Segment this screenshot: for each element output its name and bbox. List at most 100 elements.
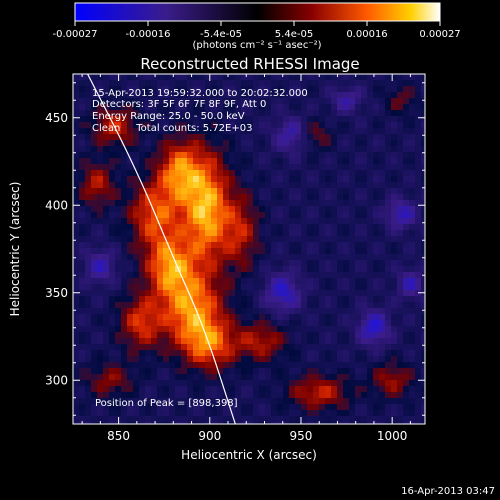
heatmap-cell xyxy=(163,272,170,279)
heatmap-cell xyxy=(409,344,416,351)
heatmap-cell xyxy=(283,248,290,255)
heatmap-cell xyxy=(247,224,254,231)
heatmap-cell xyxy=(115,236,122,243)
heatmap-cell xyxy=(289,176,296,183)
heatmap-cell xyxy=(307,122,314,129)
heatmap-cell xyxy=(253,278,260,285)
heatmap-cell xyxy=(391,188,398,195)
heatmap-cell xyxy=(385,170,392,177)
heatmap-cell xyxy=(133,104,140,111)
heatmap-cell xyxy=(301,416,308,423)
heatmap-cell xyxy=(301,74,308,81)
heatmap-cell xyxy=(223,206,230,213)
heatmap-cell xyxy=(277,236,284,243)
heatmap-cell xyxy=(223,266,230,273)
heatmap-cell xyxy=(361,230,368,237)
heatmap-cell xyxy=(151,302,158,309)
heatmap-cell xyxy=(175,410,182,417)
heatmap-cell xyxy=(127,206,134,213)
heatmap-cell xyxy=(133,212,140,219)
heatmap-cell xyxy=(151,386,158,393)
heatmap-cell xyxy=(325,284,332,291)
heatmap-cell xyxy=(217,356,224,363)
heatmap-cell xyxy=(241,86,248,93)
heatmap-cell xyxy=(91,116,98,123)
heatmap-cell xyxy=(205,218,212,225)
heatmap-cell xyxy=(415,380,422,387)
heatmap-cell xyxy=(79,386,86,393)
heatmap-cell xyxy=(151,92,158,99)
heatmap-cell xyxy=(205,404,212,411)
heatmap-cell xyxy=(271,110,278,117)
heatmap-cell xyxy=(103,416,110,423)
heatmap-cell xyxy=(265,188,272,195)
heatmap-cell xyxy=(211,254,218,261)
heatmap-cell xyxy=(181,404,188,411)
heatmap-cell xyxy=(127,200,134,207)
heatmap-cell xyxy=(211,386,218,393)
heatmap-cell xyxy=(277,404,284,411)
heatmap-cell xyxy=(259,140,266,147)
peak-position-label: Position of Peak = [898,398] xyxy=(95,398,238,409)
heatmap-cell xyxy=(265,104,272,111)
heatmap-cell xyxy=(103,326,110,333)
heatmap-cell xyxy=(403,284,410,291)
heatmap-cell xyxy=(253,314,260,321)
heatmap-cell xyxy=(103,182,110,189)
heatmap-cell xyxy=(337,272,344,279)
heatmap-cell xyxy=(127,122,134,129)
heatmap-cell xyxy=(85,338,92,345)
heatmap-cell xyxy=(193,362,200,369)
heatmap-cell xyxy=(175,176,182,183)
heatmap-cell xyxy=(355,230,362,237)
heatmap-cell xyxy=(331,272,338,279)
heatmap-cell xyxy=(211,134,218,141)
heatmap-cell xyxy=(199,284,206,291)
heatmap-cell xyxy=(181,356,188,363)
heatmap-cell xyxy=(85,182,92,189)
heatmap-cell xyxy=(211,182,218,189)
heatmap-cell xyxy=(241,92,248,99)
heatmap-cell xyxy=(271,320,278,327)
heatmap-cell xyxy=(337,260,344,267)
heatmap-cell xyxy=(115,86,122,93)
heatmap-cell xyxy=(301,170,308,177)
heatmap-cell xyxy=(349,104,356,111)
heatmap-cell xyxy=(139,350,146,357)
heatmap-cell xyxy=(193,140,200,147)
heatmap-cell xyxy=(355,122,362,129)
heatmap-cell xyxy=(253,302,260,309)
heatmap-cell xyxy=(139,356,146,363)
heatmap-cell xyxy=(385,212,392,219)
heatmap-cell xyxy=(415,362,422,369)
heatmap-cell xyxy=(355,194,362,201)
heatmap-cell xyxy=(97,86,104,93)
heatmap-cell xyxy=(133,356,140,363)
heatmap-cell xyxy=(307,374,314,381)
heatmap-cell xyxy=(169,164,176,171)
heatmap-cell xyxy=(157,98,164,105)
heatmap-cell xyxy=(205,152,212,159)
heatmap-cell xyxy=(313,212,320,219)
heatmap-cell xyxy=(367,356,374,363)
heatmap-cell xyxy=(73,374,80,381)
heatmap-cell xyxy=(235,164,242,171)
heatmap-cell xyxy=(259,116,266,123)
heatmap-cell xyxy=(157,416,164,423)
heatmap-cell xyxy=(349,374,356,381)
heatmap-cell xyxy=(361,380,368,387)
heatmap-cell xyxy=(385,416,392,423)
heatmap-cell xyxy=(217,410,224,417)
heatmap-cell xyxy=(397,146,404,153)
heatmap-cell xyxy=(337,374,344,381)
heatmap-cell xyxy=(289,302,296,309)
heatmap-cell xyxy=(133,152,140,159)
heatmap-cell xyxy=(295,332,302,339)
heatmap-cell xyxy=(403,230,410,237)
heatmap-cell xyxy=(415,410,422,417)
heatmap-cell xyxy=(205,308,212,315)
heatmap-cell xyxy=(175,290,182,297)
heatmap-cell xyxy=(115,350,122,357)
heatmap-cell xyxy=(175,128,182,135)
heatmap-cell xyxy=(247,104,254,111)
